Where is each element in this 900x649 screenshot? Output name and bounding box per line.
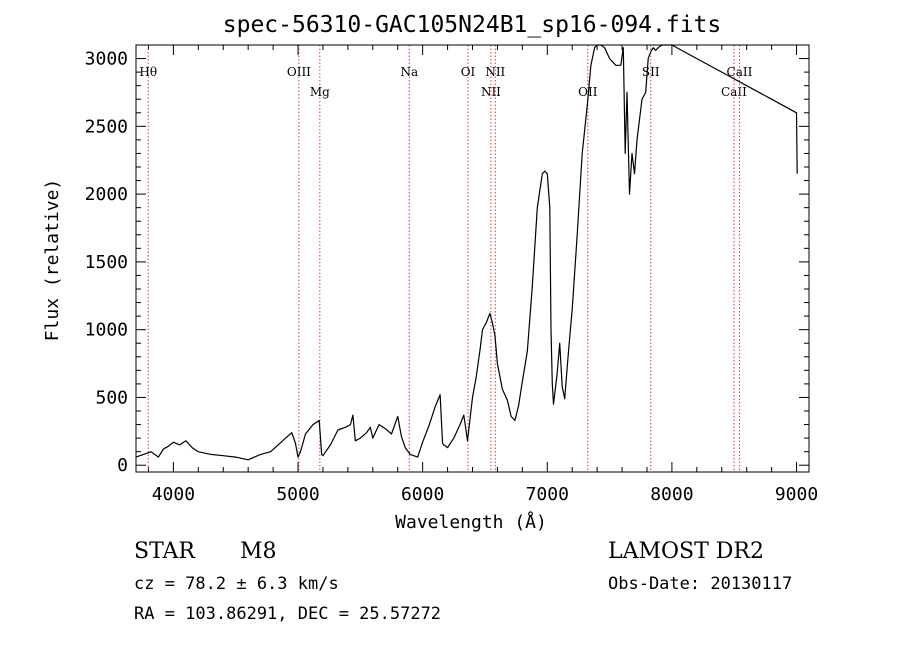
tick-layer: 4000 5000 6000 7000 8000 9000 0 500 1000 1500 2000… [85, 45, 818, 505]
x-tick-label: 7000 [526, 484, 569, 505]
object-subclass: M8 [240, 539, 277, 564]
y-tick-label: 3000 [85, 49, 128, 70]
spectral-line-label: CaII [727, 65, 753, 79]
chart-title: spec-56310-GAC105N24B1_sp16-094.fits [223, 12, 722, 38]
survey-name: LAMOST DR2 [608, 539, 764, 564]
x-axis-label: Wavelength (Å) [395, 511, 547, 533]
x-tick-label: 6000 [401, 484, 444, 505]
y-tick-label: 2000 [85, 184, 128, 205]
x-tick-label: 5000 [276, 484, 319, 505]
spectral-line-label: Na [400, 65, 418, 79]
observation-date: Obs-Date: 20130117 [608, 574, 792, 594]
redshift-info: cz = 78.2 ± 6.3 km/s [134, 574, 339, 594]
spectral-line-label: NII [481, 85, 501, 99]
x-tick-label: 9000 [775, 484, 818, 505]
spectral-line-label: Hθ [139, 65, 157, 79]
x-tick-label: 8000 [650, 484, 693, 505]
spectral-line-label: Mg [310, 85, 330, 99]
coordinates: RA = 103.86291, DEC = 25.57272 [134, 604, 441, 624]
y-tick-label: 1500 [85, 252, 128, 273]
y-tick-label: 2500 [85, 116, 128, 137]
plot-frame [135, 44, 810, 473]
object-class: STAR [134, 539, 196, 564]
y-tick-label: 0 [117, 455, 128, 476]
series-layer [135, 44, 798, 461]
spectral-line-label: NII [485, 65, 505, 79]
flux-series-line [135, 44, 798, 461]
y-tick-label: 500 [95, 387, 128, 408]
y-tick-label: 1000 [85, 320, 128, 341]
x-tick-label: 4000 [152, 484, 195, 505]
spectral-line-label: OIII [287, 65, 311, 79]
y-axis-label: Flux (relative) [42, 179, 63, 342]
spectral-line-label: SII [642, 65, 660, 79]
spectral-line-label: OI [461, 65, 476, 79]
spectral-line-label: CaII [721, 85, 747, 99]
